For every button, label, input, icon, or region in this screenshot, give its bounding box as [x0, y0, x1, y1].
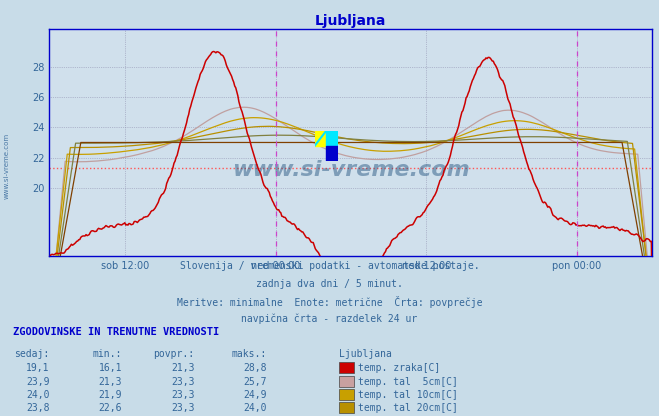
Text: 23,9: 23,9 [26, 376, 49, 386]
FancyBboxPatch shape [339, 402, 354, 413]
Text: min.:: min.: [92, 349, 122, 359]
Text: sedaj:: sedaj: [14, 349, 49, 359]
Text: 19,1: 19,1 [26, 364, 49, 374]
Text: 23,3: 23,3 [171, 403, 194, 413]
Title: Ljubljana: Ljubljana [315, 14, 387, 28]
Text: Ljubljana: Ljubljana [339, 349, 392, 359]
Text: 23,8: 23,8 [26, 403, 49, 413]
Text: maks.:: maks.: [232, 349, 267, 359]
FancyBboxPatch shape [339, 376, 354, 387]
Text: temp. zraka[C]: temp. zraka[C] [358, 364, 440, 374]
Text: 24,9: 24,9 [243, 390, 267, 400]
Text: 16,1: 16,1 [98, 364, 122, 374]
Text: 23,3: 23,3 [171, 376, 194, 386]
Text: temp. tal 20cm[C]: temp. tal 20cm[C] [358, 403, 458, 413]
Text: temp. tal  5cm[C]: temp. tal 5cm[C] [358, 376, 458, 386]
Text: navpična črta - razdelek 24 ur: navpična črta - razdelek 24 ur [241, 314, 418, 324]
Text: Meritve: minimalne  Enote: metrične  Črta: povprečje: Meritve: minimalne Enote: metrične Črta:… [177, 296, 482, 308]
Text: 23,3: 23,3 [171, 390, 194, 400]
Text: 21,3: 21,3 [171, 364, 194, 374]
Text: temp. tal 10cm[C]: temp. tal 10cm[C] [358, 390, 458, 400]
Text: Slovenija / vremenski podatki - avtomatske postaje.: Slovenija / vremenski podatki - avtomats… [180, 261, 479, 271]
Text: povpr.:: povpr.: [154, 349, 194, 359]
Text: zadnja dva dni / 5 minut.: zadnja dva dni / 5 minut. [256, 279, 403, 289]
Text: 22,6: 22,6 [98, 403, 122, 413]
Text: 24,0: 24,0 [243, 403, 267, 413]
Bar [315, 131, 326, 146]
Text: 24,0: 24,0 [26, 390, 49, 400]
Text: www.si-vreme.com: www.si-vreme.com [3, 134, 10, 199]
Text: 25,7: 25,7 [243, 376, 267, 386]
Text: ZGODOVINSKE IN TRENUTNE VREDNOSTI: ZGODOVINSKE IN TRENUTNE VREDNOSTI [13, 327, 219, 337]
FancyBboxPatch shape [339, 362, 354, 374]
FancyBboxPatch shape [339, 389, 354, 400]
Text: 28,8: 28,8 [243, 364, 267, 374]
Bar [326, 131, 338, 146]
Text: 21,9: 21,9 [98, 390, 122, 400]
Text: www.si-vreme.com: www.si-vreme.com [232, 160, 470, 180]
Bar [326, 146, 338, 161]
Text: 21,3: 21,3 [98, 376, 122, 386]
